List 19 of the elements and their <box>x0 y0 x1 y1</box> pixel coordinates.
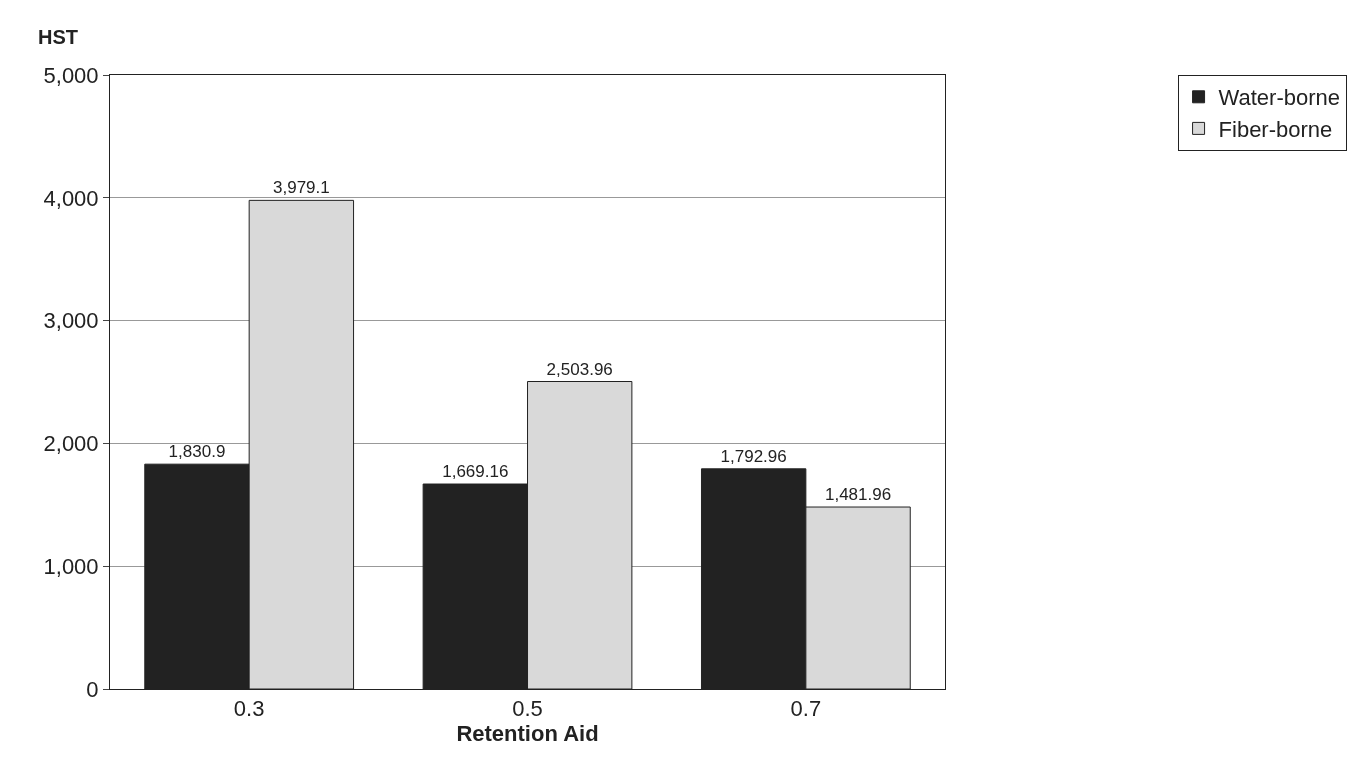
y-axis-title: HST <box>38 26 78 48</box>
y-tick-label: 0 <box>86 676 99 702</box>
y-tick-label: 4,000 <box>43 185 99 211</box>
data-label: 1,669.16 <box>442 462 509 482</box>
x-axis-title: Retention Aid <box>456 721 599 747</box>
y-tick-label: 2,000 <box>43 431 99 457</box>
legend-label: Fiber-borne <box>1218 116 1333 142</box>
x-tick-label: 0.3 <box>233 696 265 722</box>
x-tick-label: 0.5 <box>512 696 543 722</box>
data-label: 3,979.1 <box>272 178 330 198</box>
data-label: 2,503.96 <box>546 359 613 379</box>
data-label: 1,481.96 <box>824 485 892 505</box>
y-tick-label: 1,000 <box>43 553 99 579</box>
data-label: 1,792.96 <box>720 446 787 466</box>
data-label: 1,830.9 <box>168 442 226 462</box>
x-tick-label: 0.7 <box>790 696 822 722</box>
y-tick-label: 5,000 <box>43 62 99 88</box>
legend-label: Water-borne <box>1218 85 1341 111</box>
y-tick-label: 3,000 <box>43 308 99 334</box>
